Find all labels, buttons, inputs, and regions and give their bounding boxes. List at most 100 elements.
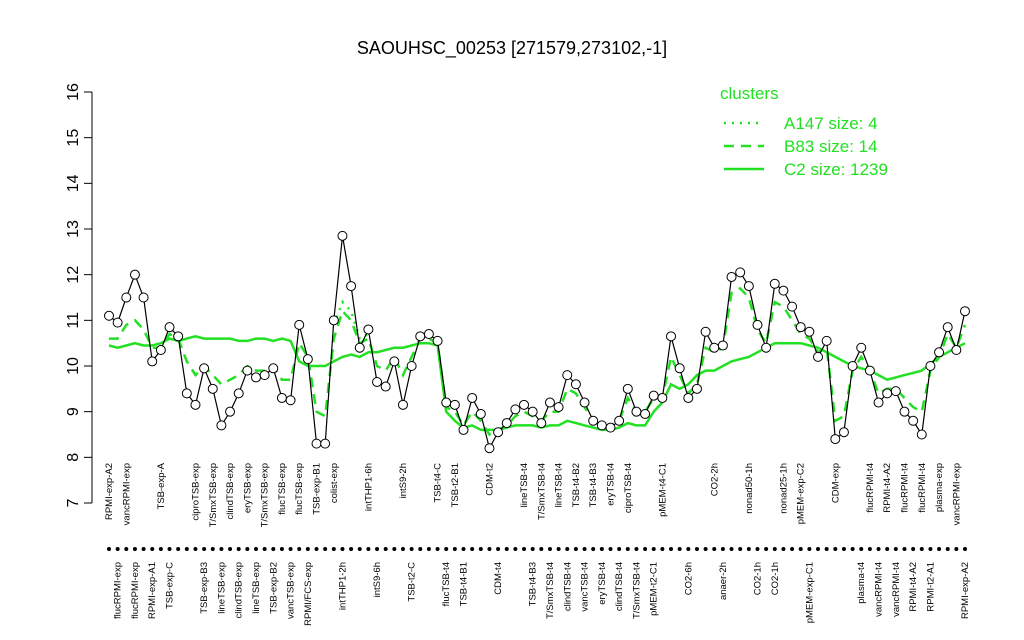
x-tick-label: intTHP1-2h [337,562,348,610]
x-tick-label: nonad25-1h [778,463,789,514]
point [337,230,348,241]
point [181,388,192,399]
point [423,329,434,340]
x-tick-label: vancRPMI-exp [121,463,132,525]
x-tick-label: TSB-exp-B3 [199,562,210,614]
y-tick-label: 13 [65,220,82,238]
rug-dot [340,547,345,551]
point [259,370,270,381]
rug-dot [349,547,354,551]
rug-dot [547,547,552,551]
point [207,383,218,394]
rug-dot [366,547,371,551]
x-tick-label: TSB-exp-A [156,462,167,509]
x-tick-label: vancTSB-t4 [580,562,591,612]
rug-dot [504,547,509,551]
rug-dot [444,547,449,551]
x-tick-label: pMEM-t2-C1 [649,562,660,616]
rug-dot [115,547,120,551]
rug-dot [193,547,198,551]
x-tick-label: lineTSB-exp [251,562,262,614]
chart-title: SAOUHSC_00253 [271579,273102,-1] [357,38,667,59]
x-tick-label: CO2-1h [752,562,763,595]
rug-dot [945,547,950,551]
point [164,322,175,333]
x-tick-label: TSB-t4-C [433,463,444,503]
point [129,269,140,280]
rug-dot [522,547,527,551]
rug-dot [496,547,501,551]
rug-dot [634,547,639,551]
x-tick-label: flucTSB-t4 [441,562,452,606]
point [173,331,184,342]
point [138,292,149,303]
rug-dot [686,547,691,551]
x-tick-label: CDM-t4 [493,562,504,595]
point [648,390,659,401]
x-tick-label: vancRPMI-t4 [874,562,885,617]
x-tick-label: flucRPMI-t4 [917,463,928,513]
point [544,397,555,408]
point [519,399,530,410]
rug-dot [729,547,734,551]
rug-dot [262,547,267,551]
x-tick-label: TSB-t4-B2 [571,463,582,507]
x-tick-label: CDM-t2 [484,463,495,496]
x-tick-label: T/SmxTSB-exp [260,463,271,527]
x-tick-label: plasma-exp [934,463,945,512]
rug-dot [219,547,224,551]
point [510,404,521,415]
point [683,392,694,403]
point [960,306,970,317]
rug-dot [694,547,699,551]
x-tick-label: plasma-t4 [856,562,867,604]
point [484,443,495,454]
rug-dot [271,547,276,551]
x-tick-label: ciproTSB-exp [190,463,201,521]
point [614,415,625,426]
rug-dot [746,547,751,551]
rug-dot [470,547,475,551]
point [233,388,244,399]
y-tick-label: 16 [65,83,82,101]
x-tick-label: clindTSB-exp [225,463,236,520]
point [147,356,158,367]
x-tick-label: RPMI-t4-A2 [908,562,919,612]
point [761,342,772,353]
rug-dot [798,547,803,551]
x-tick-label: CO2-1h [770,562,781,595]
rug-dot [124,547,129,551]
rug-dot [781,547,786,551]
y-tick-label: 15 [65,129,82,147]
x-tick-label: anaer-2h [718,562,729,600]
point [934,347,945,358]
rug-dot [643,547,648,551]
rug-dot [297,547,302,551]
rug-dot [772,547,777,551]
rug-dot [452,547,457,551]
rug-dot [539,547,544,551]
point [605,422,616,433]
rug-dot [669,547,674,551]
y-tick-label: 10 [65,357,82,375]
x-tick-label: T/SmxTSB-exp [208,463,219,527]
rug-dot [677,547,682,551]
rug-dot [400,547,405,551]
point [830,434,841,445]
rug-dot [513,547,518,551]
rug-dot [141,547,146,551]
x-tick-label: clindTSB-t4 [614,562,625,611]
legend-label: B83 size: 14 [784,137,878,156]
rug-dot [305,547,310,551]
rug-dot [582,547,587,551]
x-tick-label: eryTSB-exp [242,463,253,513]
rug-dot [876,547,881,551]
x-tick-label: CO2-6h [683,562,694,595]
x-tick-label: RPMI-t4-A2 [882,463,893,513]
x-tick-label: TSB-t2-B1 [450,463,461,507]
rug-dot [893,547,898,551]
rug-dot [660,547,665,551]
point [225,406,236,417]
